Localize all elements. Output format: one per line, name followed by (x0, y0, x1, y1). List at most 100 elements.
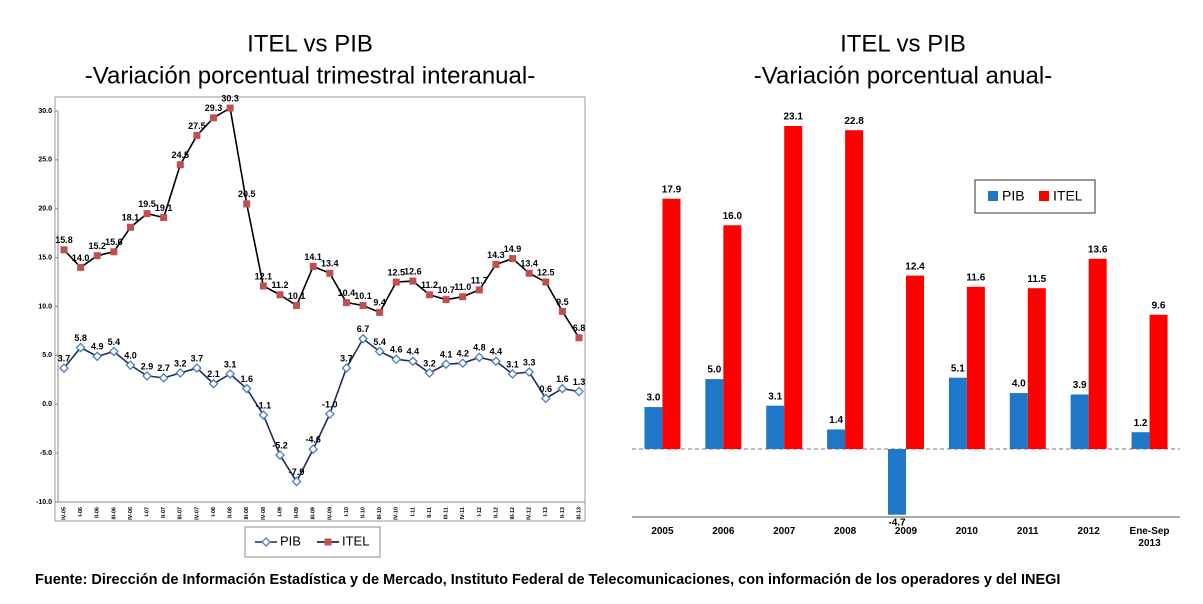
point (225, 369, 236, 379)
point (542, 278, 550, 286)
x-tick-label: II-13 (560, 507, 566, 518)
x-tick-label: IV-06 (128, 507, 134, 520)
y-tick-label: 25.0 (38, 157, 52, 164)
value-label: 15.6 (105, 237, 123, 247)
point (540, 393, 551, 404)
point (208, 378, 219, 389)
x-tick-label: IV-12 (527, 507, 533, 520)
value-label: 27.5 (188, 121, 206, 131)
point (309, 262, 317, 270)
x-tick-label: II-06 (95, 507, 101, 518)
value-label: 12.5 (387, 267, 405, 277)
x-tick-label: III-11 (444, 507, 450, 519)
value-label: -1.0 (322, 399, 338, 409)
x-tick-label: II-08 (228, 507, 234, 518)
point (474, 352, 485, 363)
source-note: Fuente: Dirección de Información Estadís… (35, 572, 1060, 588)
value-label: 13.4 (321, 259, 339, 269)
point (110, 248, 118, 256)
point (193, 131, 201, 139)
point (176, 161, 184, 169)
x-tick-label: Ene-Sep 2013 (1129, 526, 1170, 549)
value-label: 19.1 (155, 203, 173, 213)
point (324, 409, 335, 419)
bar (662, 198, 681, 449)
chart-title: ITEL vs PIB (840, 30, 966, 57)
point (108, 346, 119, 357)
value-label: 29.3 (205, 103, 223, 113)
y-tick-label: 5.0 (42, 352, 52, 359)
legend-swatch (1039, 191, 1049, 201)
y-tick-label: 0.0 (42, 401, 52, 408)
value-label: 11.0 (454, 282, 471, 292)
value-label: 10.1 (288, 291, 306, 301)
x-tick-label: IV-05 (61, 507, 67, 520)
value-label: 10.4 (338, 288, 356, 298)
value-label: 11.2 (271, 280, 288, 290)
value-label: 12.4 (905, 261, 925, 272)
y-tick-label: 20.0 (38, 206, 52, 213)
value-label: 13.6 (1088, 244, 1108, 255)
value-label: 3.1 (506, 359, 519, 369)
bar (1131, 432, 1150, 449)
point (261, 537, 271, 547)
point (241, 383, 252, 394)
x-tick-label-box: 2008 (834, 526, 856, 537)
x-tick-label: I-13 (543, 507, 549, 516)
value-label: 0.6 (540, 384, 553, 394)
x-tick-label-box: 2006 (712, 526, 734, 537)
point (175, 368, 186, 378)
value-label: 5.8 (74, 333, 87, 343)
point (491, 356, 501, 367)
value-label: 5.1 (951, 363, 965, 374)
value-label: 5.0 (707, 365, 721, 376)
value-label: 3.7 (191, 353, 204, 363)
value-label: 16.0 (723, 211, 743, 222)
bar (966, 286, 985, 449)
point (275, 450, 285, 460)
y-tick-label: -5.0 (40, 450, 52, 457)
value-label: 3.2 (174, 358, 187, 368)
value-label: 6.8 (573, 323, 586, 333)
value-label: 18.1 (122, 213, 140, 223)
bar (827, 429, 846, 449)
value-label: -5.2 (272, 440, 288, 450)
x-tick-label: I-11 (410, 507, 416, 516)
point (158, 372, 169, 383)
value-label: -4.7 (888, 517, 906, 528)
bar (1070, 394, 1089, 449)
value-label: 3.9 (1073, 380, 1087, 391)
point (293, 302, 301, 310)
value-label: 4.8 (473, 343, 486, 353)
value-label: 11.5 (1027, 274, 1046, 285)
x-tick-label: III-08 (244, 507, 250, 520)
point (126, 223, 134, 231)
x-tick-label: IV-10 (394, 507, 400, 520)
bar (784, 126, 803, 449)
x-tick-label: II-07 (161, 507, 167, 518)
point (575, 334, 583, 342)
point (459, 293, 467, 301)
y-tick-label: 30.0 (38, 108, 52, 115)
legend-swatch (988, 191, 998, 201)
x-tick-label: III-09 (311, 507, 317, 520)
value-label: 3.0 (646, 393, 660, 404)
point (160, 214, 168, 222)
value-label: 4.1 (440, 350, 453, 360)
value-label: 3.7 (58, 353, 71, 363)
value-label: 12.6 (404, 266, 422, 276)
point (92, 351, 103, 362)
x-tick-label: III-06 (111, 507, 117, 520)
x-tick-label-box: 2009 (895, 526, 917, 537)
x-tick-label: I-12 (477, 507, 483, 516)
x-tick-label: III-10 (377, 507, 383, 520)
point (525, 269, 533, 277)
value-label: 5.4 (373, 337, 386, 347)
chart-subtitle: -Variación porcentual anual- (754, 62, 1052, 89)
value-label: 3.3 (523, 357, 536, 367)
value-label: 11.7 (471, 275, 488, 285)
y-tick-label: 15.0 (38, 254, 52, 261)
point (191, 363, 202, 374)
